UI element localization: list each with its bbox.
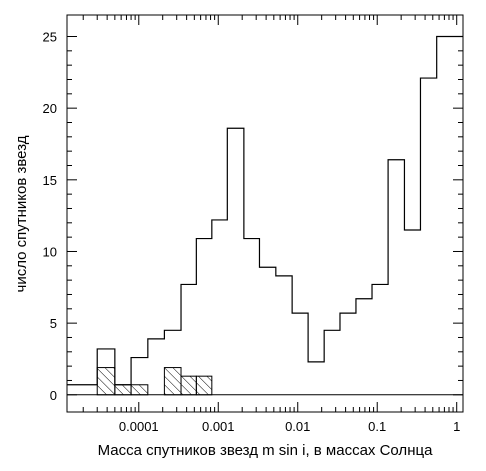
x-tick-label: 0.001 <box>202 419 235 434</box>
x-axis-title: Масса спутников звезд m sin i, в массах … <box>98 442 433 459</box>
hatched-bar <box>180 375 197 396</box>
y-tick-label: 20 <box>43 101 57 116</box>
hatched-bar <box>96 367 116 396</box>
hatched-series <box>67 367 463 396</box>
x-tick-label: 0.1 <box>368 419 386 434</box>
hatched-bar <box>130 384 149 396</box>
x-tick-label: 1 <box>453 419 460 434</box>
y-axis-ticks: 0 5 10 15 20 25 <box>43 29 463 403</box>
hatched-bar <box>195 375 213 396</box>
x-tick-label: 0.01 <box>285 419 310 434</box>
y-tick-label: 15 <box>43 173 57 188</box>
outline-series-line <box>67 35 463 386</box>
y-tick-label: 25 <box>43 29 57 44</box>
x-axis-ticks: 0.0001 0.001 0.01 0.1 1 <box>82 15 460 434</box>
hatched-bar <box>163 367 182 396</box>
y-axis-title: число спутников звезд <box>13 135 30 292</box>
plot-frame <box>66 14 464 413</box>
y-tick-label: 5 <box>50 316 57 331</box>
hatched-bar <box>114 384 132 396</box>
y-tick-label: 10 <box>43 244 57 259</box>
y-tick-label: 0 <box>50 388 57 403</box>
x-tick-label: 0.0001 <box>119 419 159 434</box>
